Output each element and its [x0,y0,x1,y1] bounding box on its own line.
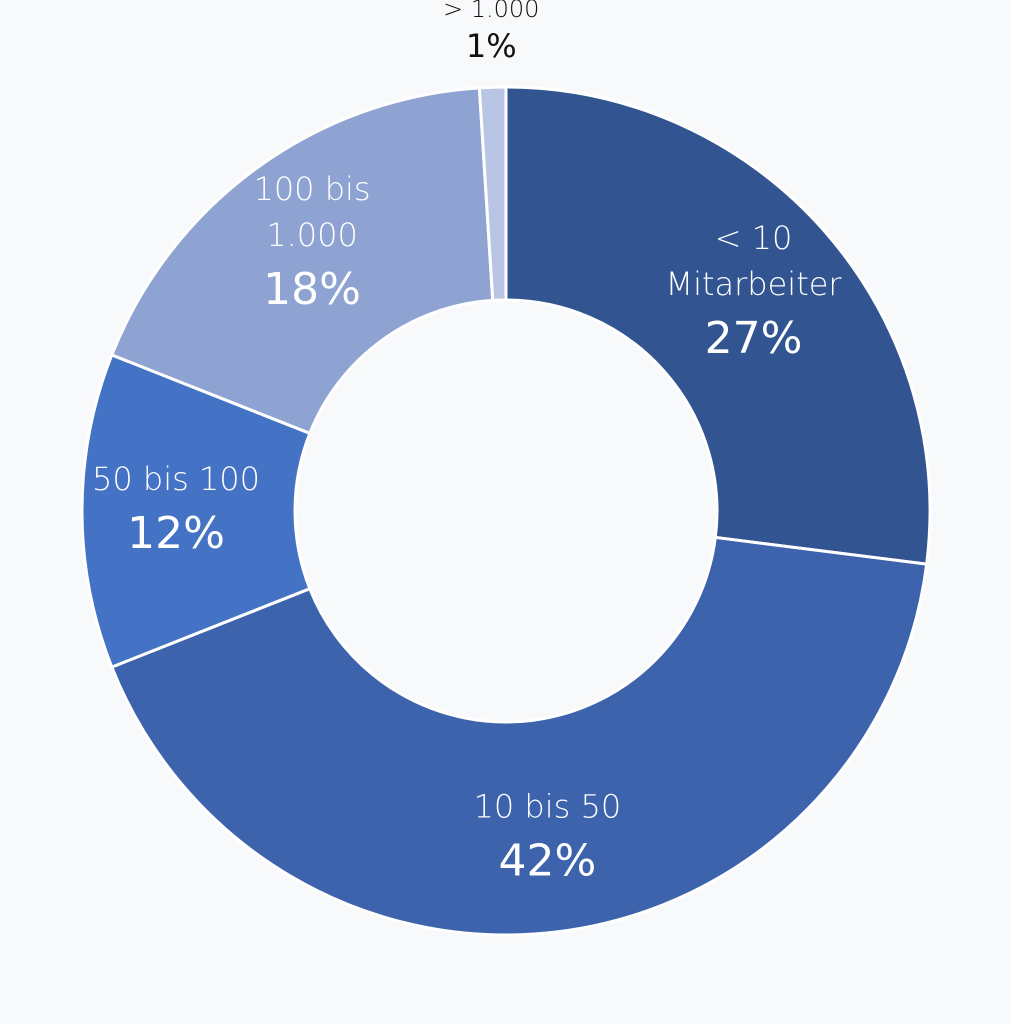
slice-category-label: 50 bis 100 [92,460,260,498]
slice-label-2: 50 bis 100 12% [92,460,260,559]
slice-label-4: > 1.000 1% [443,0,539,65]
donut-slice-3 [109,86,495,436]
slices-group [80,85,932,937]
donut-slice-4 [477,85,508,303]
slice-category-label: 1.000 [266,216,358,254]
slice-label-3: 100 bis 1.000 18% [253,170,370,315]
slice-category-label: < 10 [715,219,793,257]
slice-label-1: 10 bis 50 42% [474,787,622,886]
slice-category-label: 100 bis [253,170,370,208]
slice-category-label: Mitarbeiter [665,265,842,303]
slice-value-label: 12% [127,508,225,559]
slice-category-label: > 1.000 [443,0,539,23]
slice-value-label: 27% [705,313,803,364]
donut-slice-1 [109,535,929,937]
slice-label-0: < 10 Mitarbeiter 27% [665,219,842,364]
donut-slice-2 [80,352,312,670]
slice-value-label: 18% [263,264,361,315]
slice-value-label: 1% [466,27,517,65]
donut-slice-0 [504,85,932,566]
labels-group: < 10 Mitarbeiter 27% 10 bis 50 42% 50 bis 100… [92,0,842,886]
slice-category-label: 10 bis 50 [474,787,622,825]
slice-value-label: 42% [498,835,596,886]
